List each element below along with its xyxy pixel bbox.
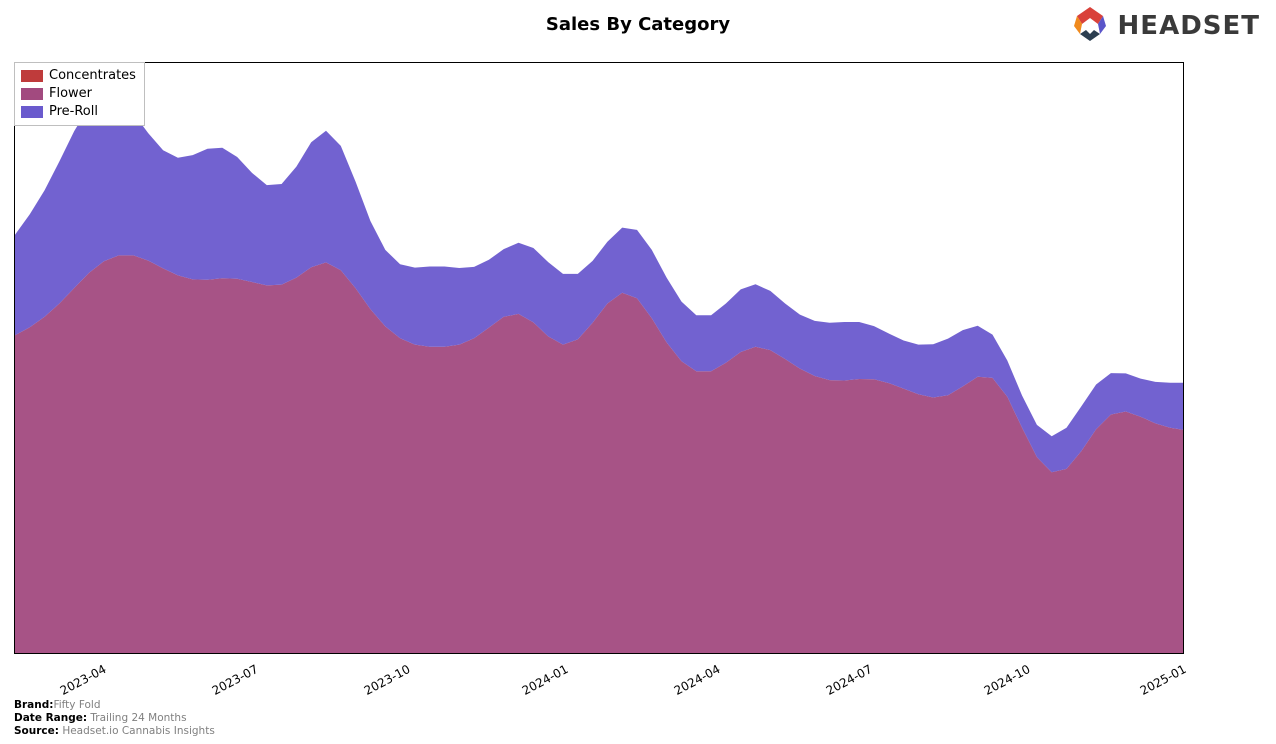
- footer-brand: Brand:Fifty Fold: [14, 699, 215, 712]
- chart-plot-area: [14, 62, 1184, 654]
- x-tick-label: 2024-04: [672, 662, 723, 698]
- legend-label: Flower: [49, 85, 92, 103]
- x-tick-label: 2023-04: [57, 662, 108, 698]
- legend-item-pre-roll: Pre-Roll: [21, 103, 136, 121]
- x-tick-label: 2025-01: [1137, 662, 1188, 698]
- area-flower: [15, 255, 1184, 654]
- legend-item-concentrates: Concentrates: [21, 67, 136, 85]
- legend-swatch: [21, 88, 43, 100]
- footer-date-range: Date Range: Trailing 24 Months: [14, 712, 215, 725]
- x-tick-label: 2024-01: [520, 662, 571, 698]
- x-tick-label: 2023-10: [362, 662, 413, 698]
- x-tick-label: 2024-07: [824, 662, 875, 698]
- x-tick-label: 2024-10: [982, 662, 1033, 698]
- brand-logo-text: HEADSET: [1118, 11, 1260, 41]
- legend-swatch: [21, 70, 43, 82]
- legend-label: Concentrates: [49, 67, 136, 85]
- chart-legend: ConcentratesFlowerPre-Roll: [14, 62, 145, 126]
- stacked-area-svg: [15, 63, 1184, 654]
- legend-swatch: [21, 106, 43, 118]
- chart-footer: Brand:Fifty Fold Date Range: Trailing 24…: [14, 699, 215, 738]
- x-tick-label: 2023-07: [210, 662, 261, 698]
- legend-label: Pre-Roll: [49, 103, 98, 121]
- legend-item-flower: Flower: [21, 85, 136, 103]
- footer-source: Source: Headset.io Cannabis Insights: [14, 725, 215, 738]
- brand-logo: HEADSET: [1070, 4, 1260, 48]
- headset-logo-icon: [1070, 4, 1110, 48]
